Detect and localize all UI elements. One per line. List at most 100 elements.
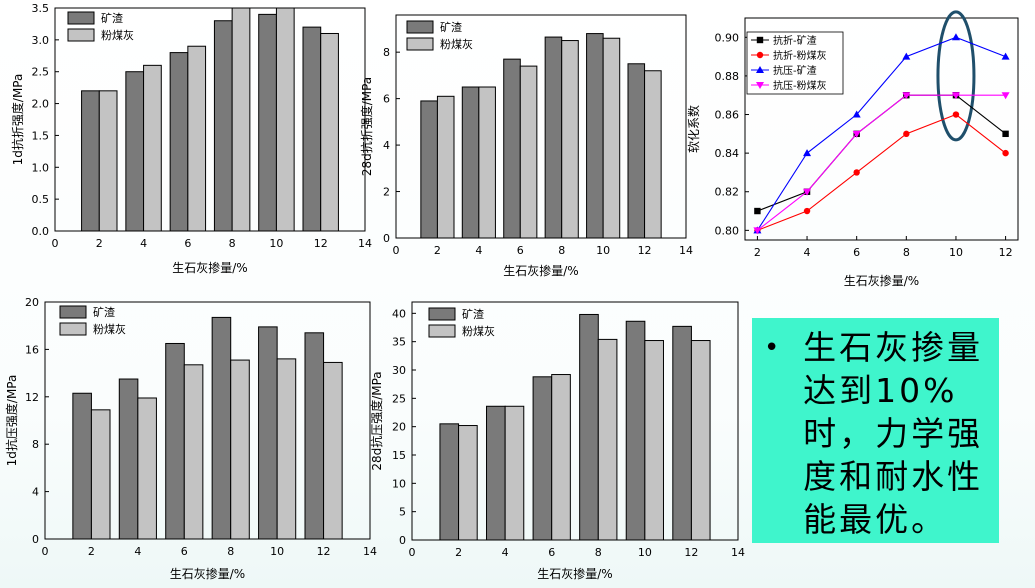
x-tick-label: 0 (52, 237, 59, 250)
y-tick-label: 8 (383, 46, 390, 59)
x-tick-label: 14 (358, 237, 372, 250)
x-tick-label: 8 (558, 244, 565, 257)
bar-slag (81, 90, 100, 232)
x-tick-label: 12 (314, 237, 328, 250)
bar-flyash (504, 405, 525, 541)
bar-slag (579, 313, 599, 541)
x-tick-label: 14 (731, 546, 745, 559)
y-tick-label: 25 (392, 392, 406, 405)
plot-frame (411, 301, 739, 541)
y-tick-label: 4 (383, 139, 390, 152)
bar-flyash (137, 397, 157, 540)
marker-square (1002, 130, 1009, 138)
bar-flyash (436, 95, 455, 239)
bar-slag (125, 71, 145, 232)
x-tick-label: 14 (679, 244, 693, 257)
bar-flyash (597, 338, 618, 541)
legend-swatch (428, 324, 456, 338)
x-tick-label: 2 (96, 237, 103, 250)
marker-triangle-down (803, 188, 812, 196)
y-tick-label: 15 (392, 449, 406, 462)
x-axis-label: 生石灰掺量/% (537, 566, 612, 581)
y-tick-label: 10 (392, 477, 406, 490)
marker-triangle-down (902, 92, 911, 100)
x-tick-label: 10 (638, 546, 652, 559)
x-tick-label: 6 (548, 546, 555, 559)
legend-label: 矿渣 (101, 11, 123, 25)
y-tick-label: 3.5 (32, 2, 50, 15)
legend-label: 矿渣 (462, 307, 484, 321)
x-tick-label: 10 (949, 246, 963, 259)
y-axis-label: 软化系数 (686, 105, 701, 153)
y-tick-label: 0 (32, 533, 39, 546)
plot-frame (744, 17, 1019, 241)
x-tick-label: 6 (517, 244, 524, 257)
x-tick-label: 4 (804, 246, 811, 259)
x-tick-label: 4 (140, 237, 147, 250)
y-tick-label: 2.5 (32, 66, 50, 79)
y-tick-label: 5 (399, 506, 406, 519)
x-tick-label: 12 (999, 246, 1013, 259)
y-tick-label: 0.5 (32, 193, 50, 206)
plot-frame (44, 301, 371, 540)
bar-slag (420, 100, 438, 239)
y-tick-label: 40 (392, 307, 406, 320)
bar-flyash (90, 409, 111, 540)
x-tick-label: 2 (434, 244, 441, 257)
x-tick-label: 0 (42, 545, 49, 558)
x-axis-label: 生石灰掺量/% (503, 263, 578, 278)
bar-slag (169, 52, 189, 232)
bar-slag (211, 316, 232, 540)
x-tick-label: 6 (853, 246, 860, 259)
bar-slag (72, 392, 92, 540)
marker-square (754, 207, 761, 215)
bar-flyash (143, 64, 162, 232)
x-tick-label: 12 (684, 546, 698, 559)
x-tick-label: 0 (393, 244, 400, 257)
legend-label: 粉煤灰 (462, 324, 495, 338)
marker-triangle-up (951, 33, 960, 41)
bar-slag (586, 33, 604, 239)
x-tick-label: 10 (269, 237, 283, 250)
x-tick-label: 8 (229, 237, 236, 250)
x-tick-label: 14 (363, 545, 377, 558)
bar-slag (461, 86, 480, 239)
bar-slag (304, 332, 325, 540)
y-tick-label: 8 (32, 438, 39, 451)
marker-triangle-up (852, 110, 861, 118)
legend-swatch (428, 307, 456, 321)
bar-flyash (275, 7, 295, 232)
marker-circle (903, 130, 910, 138)
bar-slag (165, 342, 185, 540)
y-tick-label: 0 (399, 534, 406, 547)
bar-slag (503, 58, 521, 239)
bar-flyash (644, 340, 664, 541)
x-tick-label: 4 (502, 546, 509, 559)
legend-label: 抗折-矿渣 (773, 34, 817, 47)
bar-flyash (187, 45, 207, 232)
y-tick-label: 2 (383, 186, 390, 199)
bullet-icon: • (764, 333, 780, 363)
x-tick-label: 12 (638, 244, 652, 257)
conclusion-callout: • 生石灰掺量达到10%时，力学强度和耐水性能最优。 (752, 318, 999, 543)
bar-flyash (323, 361, 343, 540)
bar-slag (302, 26, 322, 232)
chart-softening-coefficient: 0.80 0.82 0.84 0.86 0.88 0.90 2 4 6 8 10 12 生石灰掺量/% 软… (686, 10, 1019, 288)
bar-flyash (183, 364, 204, 540)
y-tick-label: 0.84 (715, 147, 740, 160)
bar-slag (672, 325, 692, 541)
x-tick-label: 4 (134, 545, 141, 558)
x-tick-label: 8 (227, 545, 234, 558)
x-tick-label: 10 (596, 244, 610, 257)
x-tick-label: 8 (903, 246, 910, 259)
legend-swatch (406, 37, 434, 51)
x-tick-label: 2 (455, 546, 462, 559)
marker-triangle-up (756, 66, 764, 73)
y-tick-label: 16 (25, 343, 39, 356)
marker-circle (952, 111, 960, 118)
legend-swatch (406, 20, 434, 34)
y-tick-label: 30 (392, 364, 406, 377)
y-tick-label: 0.80 (715, 224, 740, 237)
bar-flyash (478, 86, 496, 239)
